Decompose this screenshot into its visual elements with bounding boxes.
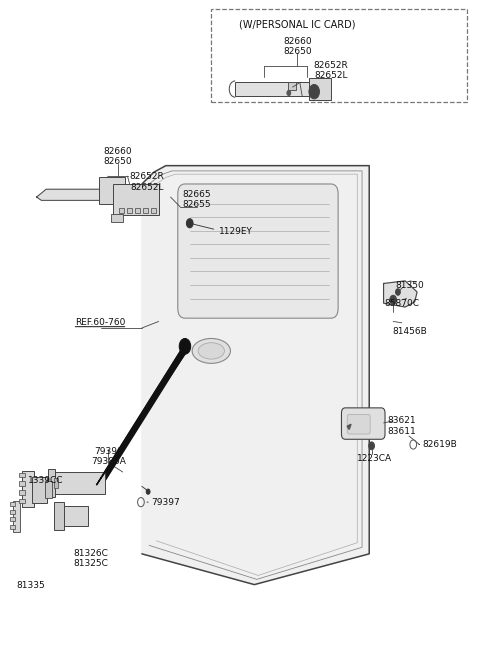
Bar bbox=[22, 472, 34, 507]
Circle shape bbox=[146, 489, 150, 494]
Bar bbox=[45, 481, 52, 497]
Bar bbox=[32, 477, 47, 502]
Text: 1129EY: 1129EY bbox=[218, 227, 252, 236]
Bar bbox=[10, 518, 15, 522]
Bar bbox=[52, 472, 105, 493]
Text: 81335: 81335 bbox=[16, 581, 45, 590]
Bar bbox=[310, 78, 331, 100]
Bar bbox=[19, 482, 24, 486]
Text: 82660
82650: 82660 82650 bbox=[104, 147, 132, 166]
Text: 82652R
82652L: 82652R 82652L bbox=[313, 61, 348, 81]
Bar bbox=[10, 510, 15, 514]
Bar bbox=[113, 184, 158, 215]
Ellipse shape bbox=[198, 342, 225, 359]
Text: 1339CC: 1339CC bbox=[27, 476, 63, 485]
Bar bbox=[288, 82, 297, 90]
FancyBboxPatch shape bbox=[347, 415, 370, 434]
Text: 79390
79380A: 79390 79380A bbox=[91, 447, 126, 466]
Text: 79397: 79397 bbox=[152, 498, 180, 506]
Text: 81350: 81350 bbox=[396, 281, 424, 290]
Bar bbox=[12, 501, 20, 532]
Circle shape bbox=[390, 295, 396, 304]
Polygon shape bbox=[96, 344, 185, 485]
Bar bbox=[120, 207, 124, 213]
Text: 85870C: 85870C bbox=[384, 299, 419, 308]
Polygon shape bbox=[347, 424, 351, 430]
Circle shape bbox=[179, 338, 191, 354]
Bar bbox=[19, 473, 24, 478]
Bar bbox=[57, 506, 88, 525]
Circle shape bbox=[396, 289, 400, 295]
Bar bbox=[10, 525, 15, 529]
Circle shape bbox=[186, 218, 193, 228]
Circle shape bbox=[369, 442, 374, 450]
Text: 81326C
81325C: 81326C 81325C bbox=[73, 548, 108, 568]
Bar bbox=[19, 490, 24, 495]
Text: 83621
83611: 83621 83611 bbox=[387, 417, 416, 436]
Bar bbox=[111, 214, 123, 222]
Bar bbox=[211, 9, 468, 102]
Ellipse shape bbox=[192, 338, 230, 363]
Text: (W/PERSONAL IC CARD): (W/PERSONAL IC CARD) bbox=[239, 19, 356, 30]
Text: 1223CA: 1223CA bbox=[358, 455, 393, 463]
Bar bbox=[135, 207, 140, 213]
Polygon shape bbox=[384, 281, 417, 307]
Bar bbox=[19, 499, 24, 503]
Bar bbox=[152, 207, 156, 213]
Text: REF.60-760: REF.60-760 bbox=[75, 318, 125, 327]
Circle shape bbox=[287, 91, 291, 96]
Bar bbox=[235, 82, 319, 96]
Bar bbox=[54, 478, 58, 487]
Bar bbox=[127, 207, 132, 213]
Text: 82665
82655: 82665 82655 bbox=[182, 190, 211, 209]
Bar bbox=[48, 470, 55, 497]
FancyBboxPatch shape bbox=[341, 408, 385, 440]
Text: 82660
82650: 82660 82650 bbox=[283, 37, 312, 56]
Bar bbox=[99, 177, 125, 203]
Polygon shape bbox=[142, 166, 369, 584]
Polygon shape bbox=[36, 189, 113, 200]
Bar bbox=[144, 207, 148, 213]
Text: 81456B: 81456B bbox=[393, 327, 427, 336]
Bar bbox=[10, 502, 15, 506]
Text: 82652R
82652L: 82652R 82652L bbox=[129, 173, 164, 192]
Bar bbox=[54, 502, 64, 529]
Text: 82619B: 82619B bbox=[423, 440, 457, 449]
FancyBboxPatch shape bbox=[178, 184, 338, 318]
Circle shape bbox=[309, 85, 320, 99]
